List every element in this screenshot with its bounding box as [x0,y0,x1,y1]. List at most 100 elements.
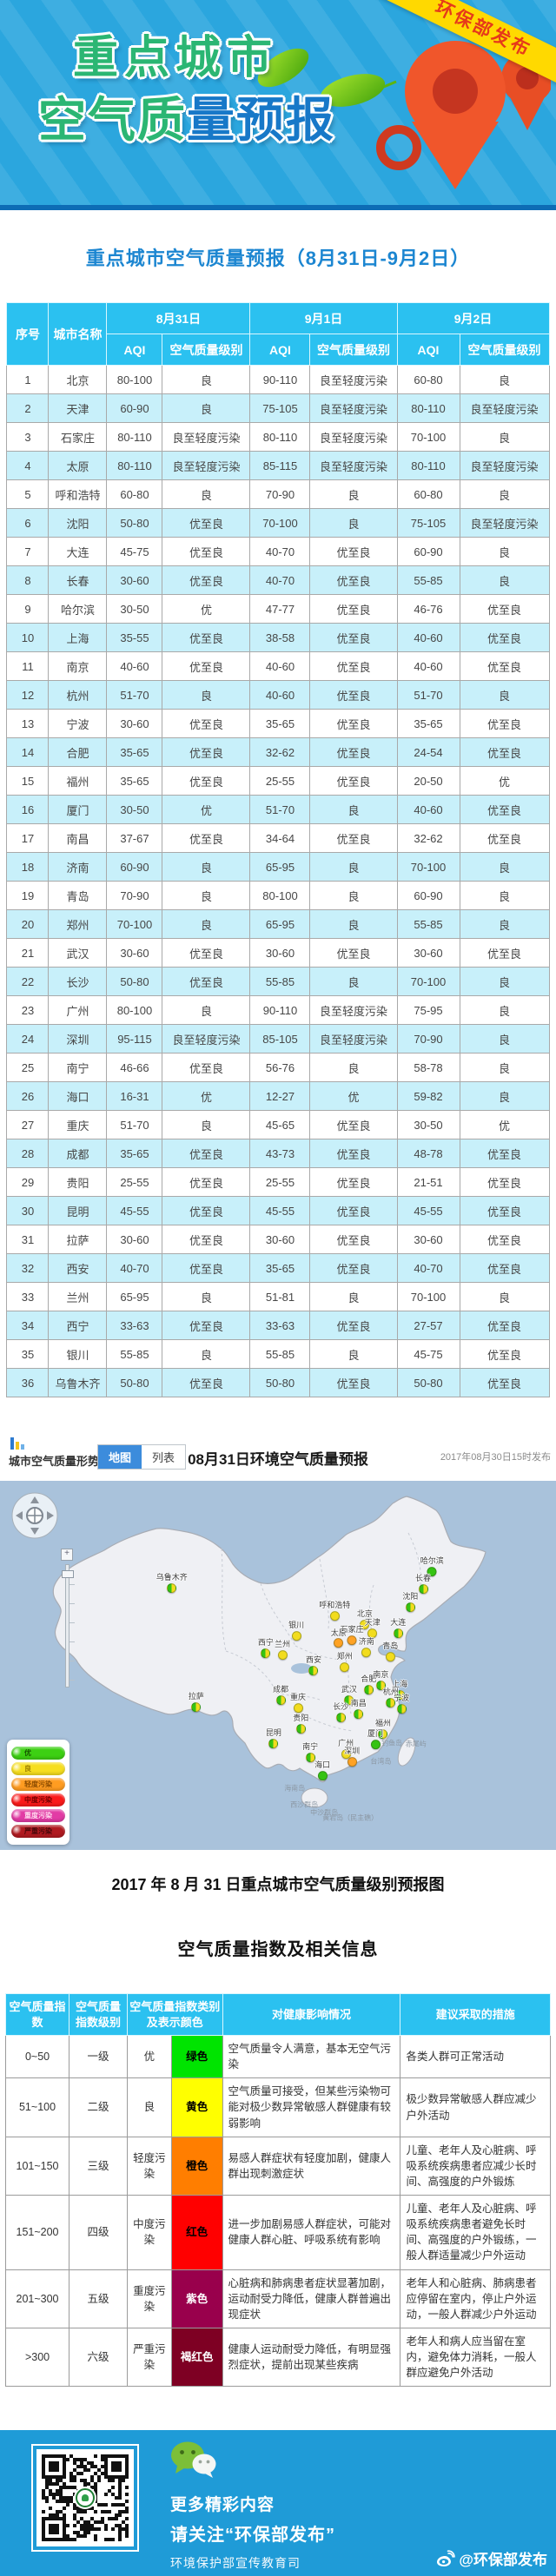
map-city-marker[interactable]: 海口 [314,1760,330,1781]
map-city-marker[interactable]: 兰州 [275,1640,290,1661]
legend-pill[interactable]: 良 [11,1762,65,1775]
aqi-range: 25-55 [249,766,311,796]
map-city-marker[interactable]: 重庆 [290,1693,306,1713]
aqi-range: 51-70 [106,1110,163,1139]
legend-ball-icon [13,1780,23,1789]
aqi-range: 60-90 [106,393,163,423]
map-city-marker[interactable]: 拉萨 [188,1692,204,1713]
city-name: 呼和浩特 [48,479,108,509]
aqi-range: 56-76 [249,1053,311,1082]
aqi-color-swatch: 黄色 [170,2077,223,2137]
city-name: 海口 [48,1081,108,1111]
map-city-marker[interactable]: 西宁 [258,1638,274,1658]
map-city-marker[interactable]: 武汉 [341,1685,357,1705]
map-city-label: 福州 [374,1719,391,1728]
map-city-marker[interactable]: 呼和浩特 [319,1601,350,1622]
map-city-marker[interactable]: 石家庄 [341,1625,364,1646]
aqi-level: 良 [459,967,550,996]
map-city-marker[interactable]: 大连 [390,1618,406,1639]
zoom-in-icon[interactable]: + [61,1549,73,1561]
map-widget-brand: 城市空气质量形势 [9,1437,99,1469]
map-city-marker[interactable]: 上海 [392,1680,407,1701]
map-city-marker[interactable]: 济南 [359,1637,374,1658]
taiwan-island [397,1737,416,1767]
aqi-level: 优至良 [162,1139,251,1168]
aqi-marker-dot [363,1685,374,1695]
forecast-table-row: 33 兰州 65-95 良 51-81 良 70-100 良 [6,1282,550,1311]
legend-pill[interactable]: 优 [11,1747,65,1760]
aqi-range: 90-110 [249,995,311,1025]
map-city-marker[interactable]: 宁波 [394,1694,409,1714]
map-city-marker[interactable]: 南宁 [302,1742,318,1762]
weibo-handle[interactable]: @环保部发布 [436,2547,547,2569]
map-city-marker[interactable]: 长春 [415,1574,431,1595]
city-name: 重庆 [48,1110,108,1139]
map-city-marker[interactable]: 郑州 [337,1652,353,1673]
row-index: 3 [6,422,50,452]
forecast-table-row: 34 西宁 33-63 优至良 33-63 优至良 27-57 优至良 [6,1311,550,1340]
legend-pill[interactable]: 重度污染 [11,1809,65,1822]
map-city-marker[interactable]: 厦门 [367,1729,383,1749]
tab-map[interactable]: 地图 [98,1445,142,1469]
map-zoom-slider[interactable]: + [61,1549,75,1688]
aqi-info-table: 空气质量指数 空气质量指数级别 空气质量指数类别及表示颜色 对健康影响情况 建议… [4,1992,551,2388]
suggested-measures: 老年人和心脏病、肺病患者应停留在室内，停止户外运动，一般人群减少户外运动 [400,2269,551,2328]
banner: 环保部发布 重点城市 空气质量预报 [0,0,556,205]
map-city-label: 杭州 [382,1688,399,1697]
map-city-marker[interactable]: 长沙 [333,1702,348,1722]
map-city-marker[interactable]: 沈阳 [402,1591,419,1612]
china-air-quality-map[interactable]: + 优良轻度污染中度污染重度污染严重污染 乌鲁木齐 哈尔滨长春 沈阳大连 呼和浩特 北京… [0,1481,556,1850]
map-city-label: 拉萨 [188,1692,204,1701]
map-city-marker[interactable]: 银川 [288,1621,304,1641]
map-city-marker[interactable]: 南京 [373,1671,388,1691]
aqi-range: 35-65 [106,766,163,796]
zoom-thumb[interactable] [62,1570,74,1578]
map-pin-icon [376,41,551,189]
city-name: 厦门 [48,795,108,824]
aqi-range: 60-80 [106,479,163,509]
map-city-marker[interactable]: 太原 [331,1628,347,1648]
map-city-marker[interactable]: 贵阳 [293,1714,308,1734]
map-city-label: 广州 [338,1739,354,1748]
legend-pill[interactable]: 严重污染 [11,1825,65,1838]
map-city-marker[interactable]: 西安 [306,1655,321,1675]
forecast-table-row: 17 南昌 37-67 优至良 34-64 优至良 32-62 优至良 [6,823,550,853]
aqi-marker-dot [360,1619,370,1629]
legend-pill[interactable]: 轻度污染 [11,1778,65,1791]
row-index: 5 [6,479,50,509]
aqi-level: 良至轻度污染 [309,422,398,452]
map-pan-control[interactable] [10,1491,59,1540]
info-header-category-color: 空气质量指数类别及表示颜色 [126,1992,223,2037]
map-city-marker[interactable]: 深圳 [344,1747,360,1767]
aqi-index-range: >300 [4,2327,70,2388]
city-name: 广州 [48,995,108,1025]
aqi-level: 良 [459,680,550,710]
map-city-marker[interactable]: 昆明 [266,1728,281,1749]
footer-line3: 环境保护部宣传教育司 [170,2556,301,2571]
map-city-marker[interactable]: 青岛 [382,1641,398,1661]
tab-list[interactable]: 列表 [142,1445,186,1469]
aqi-info-row: 151~200 四级 中度污染 红色 进一步加剧易感人群症状，可能对健康人群心脏、呼吸系… [4,2195,551,2270]
aqi-level: 优至良 [309,766,398,796]
aqi-range: 70-100 [396,1282,460,1311]
map-city-marker[interactable]: 天津 [365,1618,381,1639]
map-city-marker[interactable]: 合肥 [361,1674,376,1695]
aqi-level: 良 [459,1081,550,1111]
map-city-marker[interactable]: 成都 [273,1685,288,1705]
map-city-marker[interactable]: 杭州 [383,1688,399,1707]
map-city-marker[interactable]: 福州 [374,1719,391,1740]
map-city-marker[interactable]: 北京 [357,1609,373,1629]
forecast-table-row: 1 北京 80-100 良 90-110 良至轻度污染 60-80 良 [6,365,550,394]
map-city-marker[interactable]: 乌鲁木齐 [156,1573,188,1594]
air-quality-map-widget: 城市空气质量形势 地图 列表 08月31日环境空气质量预报 2017年08月30… [0,1434,556,1850]
wechat-icon [171,2441,216,2479]
map-city-marker[interactable]: 南昌 [351,1699,367,1720]
legend-pill[interactable]: 中度污染 [11,1793,65,1807]
row-index: 12 [6,680,50,710]
aqi-range: 43-73 [249,1139,311,1168]
map-city-marker[interactable]: 广州 [338,1739,354,1760]
map-city-label: 哈尔滨 [420,1556,444,1566]
zoom-track[interactable] [62,1564,75,1688]
map-city-label: 沈阳 [402,1591,419,1601]
map-city-marker[interactable]: 哈尔滨 [420,1556,444,1577]
